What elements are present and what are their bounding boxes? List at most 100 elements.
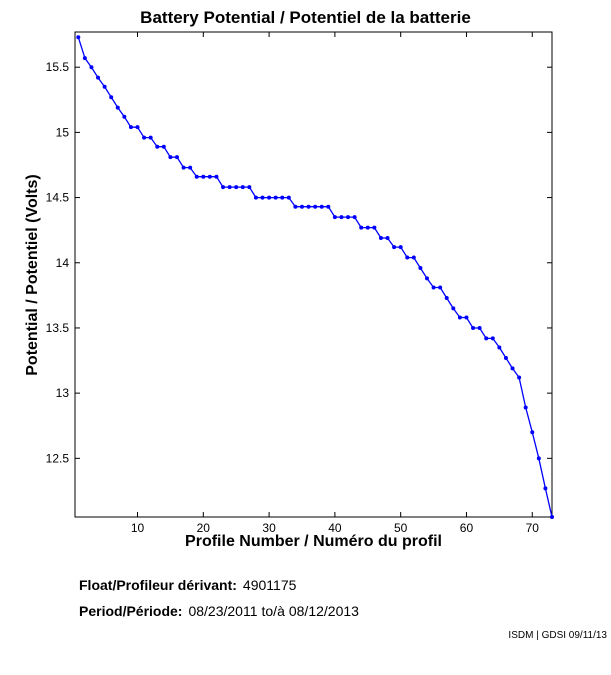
data-point (286, 195, 291, 200)
data-point (411, 255, 416, 260)
data-point (464, 315, 469, 320)
series-line (77, 37, 553, 518)
plot-frame (74, 31, 553, 518)
data-point (550, 515, 554, 519)
period-end: 08/12/2013 (288, 603, 359, 619)
data-point (109, 95, 114, 100)
data-point (253, 195, 258, 200)
data-point (378, 235, 383, 240)
data-point (497, 345, 502, 350)
x-tick-label: 20 (197, 521, 211, 535)
data-point (135, 125, 140, 130)
data-point (299, 204, 304, 209)
data-point (89, 65, 94, 70)
chart-title: Battery Potential / Potentiel de la batt… (140, 8, 471, 27)
data-point (451, 306, 456, 311)
data-point (418, 265, 423, 270)
y-tick-label: 13 (56, 386, 70, 400)
data-point (405, 255, 410, 260)
x-tick-label: 60 (460, 521, 474, 535)
data-point (332, 215, 337, 220)
data-point (503, 355, 508, 360)
data-point (96, 75, 101, 80)
data-point (273, 195, 278, 200)
data-point (221, 185, 226, 190)
x-tick-label: 10 (131, 521, 145, 535)
data-point (339, 215, 344, 220)
data-point (142, 135, 147, 140)
data-point (365, 225, 370, 230)
data-point (543, 486, 548, 491)
data-point (161, 144, 166, 149)
y-axis-label: Potential / Potentiel (Volts) (24, 174, 41, 376)
y-tick-label: 14 (56, 256, 70, 270)
data-point (484, 336, 489, 341)
data-point (385, 235, 390, 240)
data-point (102, 84, 107, 89)
data-point (155, 144, 160, 149)
data-point (392, 245, 397, 250)
data-point (128, 125, 133, 130)
data-point (536, 456, 541, 461)
float-info: Float/Profileur dérivant: 4901175 (79, 577, 296, 593)
period-label: Period/Période: (79, 603, 183, 619)
x-axis-label: Profile Number / Numéro du profil (185, 533, 442, 550)
y-tick-label: 12.5 (46, 451, 70, 465)
y-tick-label: 15.5 (46, 60, 70, 74)
data-point (293, 204, 298, 209)
data-point (372, 225, 377, 230)
period-separator: to/à (261, 603, 285, 619)
data-point (207, 174, 212, 179)
y-tick-label: 15 (56, 125, 70, 139)
data-point (267, 195, 272, 200)
plot-axes (74, 31, 553, 518)
data-point (523, 405, 528, 410)
float-id: 4901175 (242, 577, 297, 593)
data-point (424, 276, 429, 281)
data-point (510, 366, 515, 371)
float-label: Float/Profileur dérivant: (79, 577, 237, 593)
data-point (280, 195, 285, 200)
data-point (306, 204, 311, 209)
data-point (477, 325, 482, 330)
series-voltage (76, 35, 554, 519)
data-point (227, 185, 232, 190)
data-point (188, 165, 193, 170)
data-point (181, 165, 186, 170)
data-point (313, 204, 318, 209)
data-point (234, 185, 239, 190)
data-point (115, 105, 120, 110)
data-point (352, 215, 357, 220)
data-point (194, 174, 199, 179)
data-point (346, 215, 351, 220)
x-tick-label: 30 (262, 521, 276, 535)
data-point (438, 285, 443, 290)
x-tick-label: 70 (526, 521, 540, 535)
data-point (326, 204, 331, 209)
data-point (319, 204, 324, 209)
period-start: 08/23/2011 (188, 603, 258, 619)
x-tick-label: 40 (328, 521, 342, 535)
data-point (168, 155, 173, 160)
data-point (82, 56, 87, 61)
axis-ticks: 10 20 30 40 50 60 70 12.5 13 13.5 14 14.5 15 15.5 (46, 32, 552, 535)
data-point (471, 325, 476, 330)
data-point (214, 174, 219, 179)
x-tick-label: 50 (394, 521, 408, 535)
y-tick-label: 13.5 (46, 321, 70, 335)
data-point (517, 375, 522, 380)
data-point (457, 315, 462, 320)
credit-text: ISDM | GDSI 09/11/13 (508, 630, 607, 641)
data-point (260, 195, 265, 200)
data-point (490, 336, 495, 341)
data-point (398, 245, 403, 250)
data-point (530, 430, 535, 435)
data-point (174, 155, 179, 160)
data-point (247, 185, 252, 190)
data-point (444, 295, 449, 300)
period-info: Period/Période: 08/23/2011 to/à 08/12/2013 (79, 603, 359, 619)
data-point (201, 174, 206, 179)
y-tick-label: 14.5 (46, 191, 70, 205)
data-point (431, 285, 436, 290)
